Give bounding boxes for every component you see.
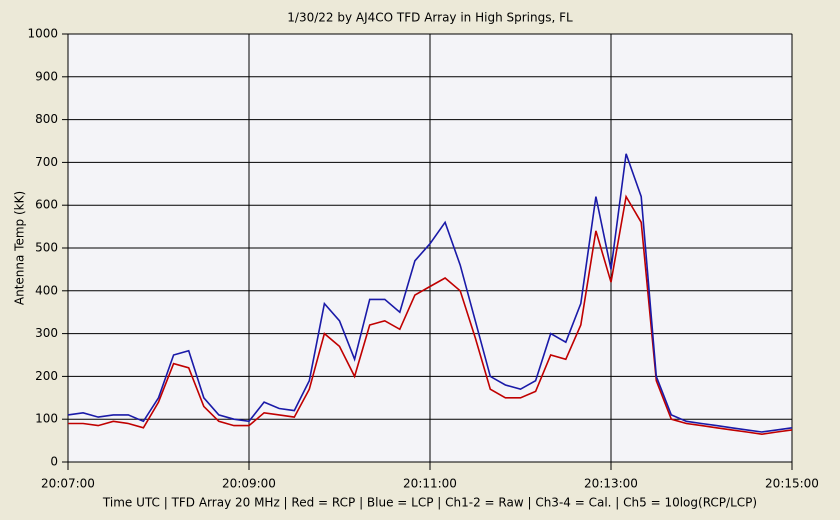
- x-tick-label: 20:07:00: [41, 477, 95, 491]
- x-tick-label: 20:11:00: [403, 477, 457, 491]
- x-tick-label: 20:09:00: [222, 477, 276, 491]
- y-tick-label: 800: [35, 112, 58, 126]
- y-tick-label: 200: [35, 369, 58, 383]
- y-tick-label: 500: [35, 241, 58, 255]
- y-tick-label: 700: [35, 155, 58, 169]
- y-tick-label: 600: [35, 198, 58, 212]
- y-tick-label: 100: [35, 412, 58, 426]
- series-line: [67, 153, 793, 433]
- x-axis-label: Time UTC | TFD Array 20 MHz | Red = RCP …: [102, 496, 757, 510]
- chart-title: 1/30/22 by AJ4CO TFD Array in High Sprin…: [287, 11, 573, 25]
- x-tick-label: 20:13:00: [584, 477, 638, 491]
- y-tick-label: 0: [50, 455, 58, 469]
- y-axis-label: Antenna Temp (kK): [13, 191, 27, 305]
- y-tick-label: 400: [35, 283, 58, 297]
- y-tick-label: 1000: [27, 27, 58, 41]
- x-tick-label: 20:15:00: [765, 477, 819, 491]
- y-tick-label: 900: [35, 69, 58, 83]
- y-tick-label: 300: [35, 326, 58, 340]
- series-line: [68, 194, 793, 436]
